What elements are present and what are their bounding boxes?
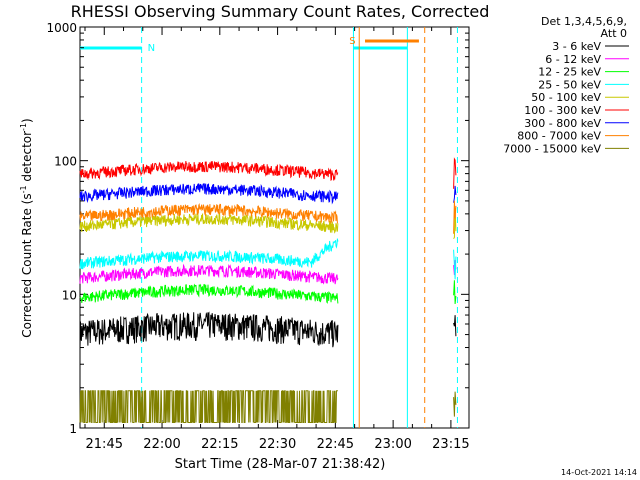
plot-area: S N 1 10 100 1000 21:45 22:00 22:15 22:30 22:45 23:…: [46, 21, 469, 452]
x-tick-label: 22:30: [259, 437, 296, 452]
series-line: [79, 311, 339, 349]
y-tick-label: 10: [62, 288, 77, 302]
series-line: [79, 238, 339, 270]
legend-label: 7000 - 15000 keV: [503, 142, 601, 155]
chart-title: RHESSI Observing Summary Count Rates, Co…: [71, 2, 490, 21]
series-line: [453, 208, 457, 240]
legend-header: Att 0: [601, 27, 627, 40]
y-tick-label: 1: [69, 422, 77, 436]
series-line: [453, 200, 457, 234]
series-line: [79, 283, 339, 304]
x-tick-label: 23:15: [432, 437, 469, 452]
y-axis-label-exp-1: -1: [19, 185, 28, 193]
series-line: [79, 212, 339, 234]
y-axis-label: Corrected Count Rate (s-1 detector-1): [19, 118, 34, 337]
legend-label: 6 - 12 keV: [545, 53, 601, 66]
series-line: [453, 249, 457, 280]
plot-frame: [79, 26, 470, 429]
legend-label: 800 - 7000 keV: [517, 130, 601, 143]
x-tick-label: 22:00: [143, 437, 180, 452]
legend-header: Det 1,3,4,5,6,9,: [541, 15, 627, 28]
y-tick-label: 1000: [46, 21, 77, 35]
series-line: [453, 185, 457, 203]
legend-label: 3 - 6 keV: [552, 40, 601, 53]
series-line: [79, 263, 339, 285]
series-line: [453, 280, 457, 305]
series-line: [453, 157, 457, 189]
y-tick-label: 100: [54, 155, 77, 169]
y-axis-label-part-1: Corrected Count Rate (s: [20, 193, 34, 337]
y-axis-label-part-2: detector: [20, 131, 34, 186]
night-label: N: [148, 43, 155, 54]
saa-label: S: [349, 36, 355, 47]
series-line: [453, 315, 457, 337]
y-axis-label-part-3: ): [20, 118, 34, 123]
x-axis-label: Start Time (28-Mar-07 21:38:42): [175, 457, 386, 472]
legend-label: 300 - 800 keV: [524, 117, 601, 130]
series-line: [79, 202, 339, 225]
legend-label: 12 - 25 keV: [538, 66, 601, 79]
timestamp: 14-Oct-2021 14:14: [561, 468, 637, 477]
series-line: [453, 391, 457, 417]
x-tick-label: 22:15: [201, 437, 238, 452]
y-axis-label-exp-2: -1: [19, 123, 28, 131]
legend-label: 25 - 50 keV: [538, 78, 601, 91]
series-line: [79, 161, 339, 181]
x-tick-label: 21:45: [86, 437, 123, 452]
x-tick-label: 23:00: [374, 437, 411, 452]
series-line: [79, 182, 339, 205]
series-line: [79, 390, 338, 423]
x-tick-label: 22:45: [317, 437, 354, 452]
legend-label: 50 - 100 keV: [531, 91, 601, 104]
legend-label: 100 - 300 keV: [524, 104, 601, 117]
